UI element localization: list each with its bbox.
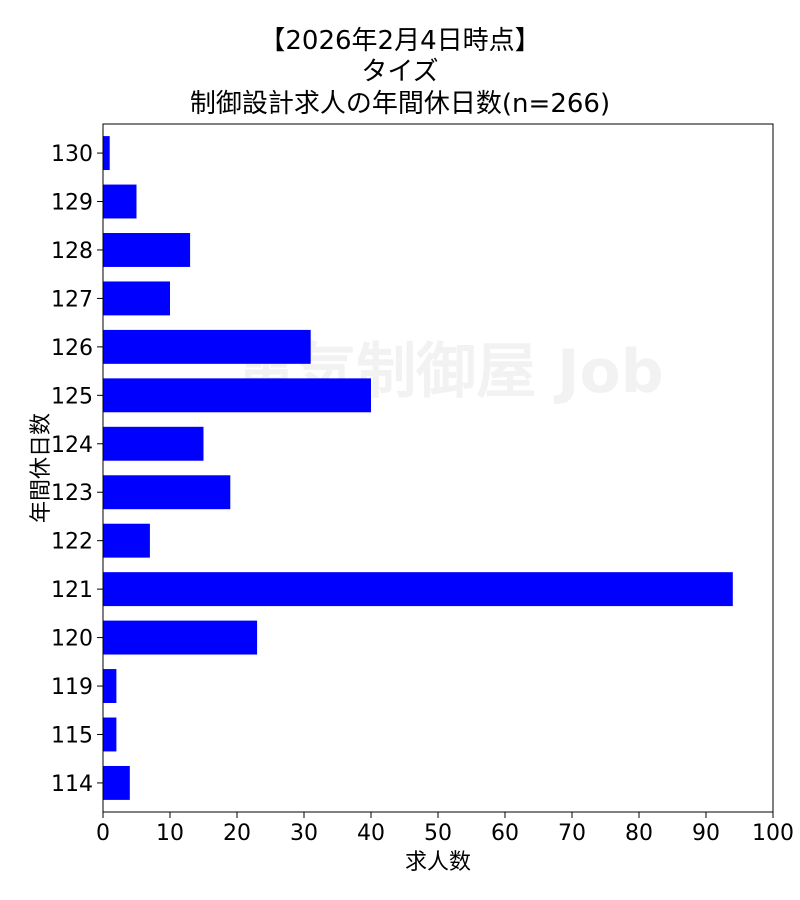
chart-title-line-3: 制御設計求人の年間休日数(n=266) [189, 89, 611, 119]
bar-130 [103, 136, 110, 171]
bar-125 [103, 378, 371, 413]
y-tick-label: 115 [51, 723, 93, 748]
x-tick-label: 100 [752, 821, 794, 846]
y-tick-label: 114 [51, 772, 93, 797]
x-tick-label: 50 [424, 821, 452, 846]
bar-126 [103, 329, 311, 364]
bar-115 [103, 717, 117, 752]
x-tick-label: 80 [625, 821, 653, 846]
x-tick-label: 70 [558, 821, 586, 846]
x-tick-label: 30 [290, 821, 318, 846]
x-axis: 0 10 20 30 40 50 60 70 80 90 100 [96, 812, 794, 846]
y-tick-label: 127 [51, 287, 93, 312]
bar-121 [103, 572, 733, 607]
x-tick-label: 20 [223, 821, 251, 846]
bar-120 [103, 620, 258, 655]
x-tick-label: 10 [156, 821, 184, 846]
bar-114 [103, 765, 130, 800]
y-axis: 130 129 128 127 126 125 124 123 122 121 120 119 115 1… [51, 142, 103, 797]
x-tick-label: 0 [96, 821, 110, 846]
bar-127 [103, 281, 170, 316]
y-tick-label: 123 [51, 481, 93, 506]
y-tick-label: 119 [51, 675, 93, 700]
bar-128 [103, 233, 191, 267]
y-tick-label: 128 [51, 239, 93, 264]
chart-title-line-2: タイズ [361, 57, 439, 87]
y-tick-label: 130 [51, 142, 93, 167]
y-tick-label: 121 [51, 578, 93, 603]
x-tick-label: 60 [491, 821, 519, 846]
bar-123 [103, 475, 231, 510]
y-tick-label: 120 [51, 627, 93, 652]
plot-frame [102, 123, 774, 813]
bar-122 [103, 523, 150, 558]
y-tick-label: 124 [51, 433, 93, 458]
chart-title-line-1: 【2026年2月4日時点】 [259, 26, 541, 56]
bar-129 [103, 184, 137, 219]
x-tick-label: 90 [692, 821, 720, 846]
bars-group [103, 136, 733, 800]
bar-119 [103, 669, 117, 703]
bar-124 [103, 426, 204, 461]
y-tick-label: 125 [51, 384, 93, 409]
y-tick-label: 122 [51, 530, 93, 555]
y-tick-label: 129 [51, 191, 93, 216]
y-axis-label: 年間休日数 [29, 413, 54, 523]
x-tick-label: 40 [357, 821, 385, 846]
x-axis-label: 求人数 [405, 850, 471, 875]
y-tick-label: 126 [51, 336, 93, 361]
